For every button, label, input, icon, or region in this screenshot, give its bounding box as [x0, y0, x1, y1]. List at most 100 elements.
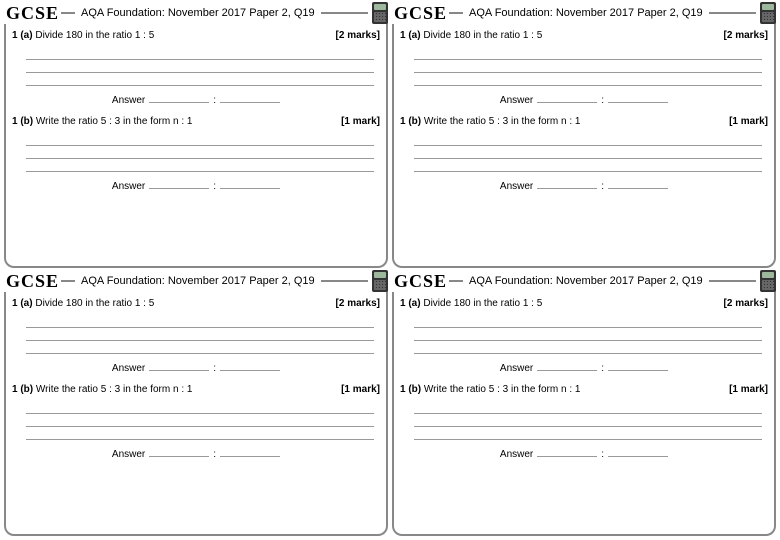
- answer-blank: [220, 446, 280, 457]
- marks-label: [1 mark]: [729, 116, 768, 127]
- answer-blank: [149, 446, 209, 457]
- work-line: [414, 427, 762, 440]
- ratio-separator: :: [213, 449, 216, 460]
- question-row: 1 (a) Divide 180 in the ratio 1 : 5 [2 m…: [400, 298, 768, 309]
- gcse-badge: GCSE: [4, 3, 61, 24]
- paper-title: AQA Foundation: November 2017 Paper 2, Q…: [75, 7, 321, 19]
- work-line: [26, 328, 374, 341]
- answer-label: Answer: [112, 449, 145, 460]
- answer-blank: [220, 92, 280, 103]
- answer-blank: [537, 360, 597, 371]
- answer-blank: [149, 92, 209, 103]
- question-row: 1 (b) Write the ratio 5 : 3 in the form …: [400, 116, 768, 127]
- header-rule: [449, 12, 463, 14]
- question-label: 1 (a) Divide 180 in the ratio 1 : 5: [400, 30, 542, 41]
- header-rule: [709, 280, 756, 282]
- card-header: GCSE AQA Foundation: November 2017 Paper…: [4, 2, 388, 24]
- answer-blank: [608, 92, 668, 103]
- question-label: 1 (b) Write the ratio 5 : 3 in the form …: [400, 384, 580, 395]
- work-line: [414, 133, 762, 146]
- marks-label: [2 marks]: [724, 298, 768, 309]
- answer-blank: [608, 446, 668, 457]
- card-header: GCSE AQA Foundation: November 2017 Paper…: [392, 2, 776, 24]
- gcse-badge: GCSE: [392, 3, 449, 24]
- work-line: [414, 341, 762, 354]
- work-lines: [26, 47, 374, 86]
- work-line: [414, 47, 762, 60]
- header-rule: [321, 280, 368, 282]
- work-line: [414, 73, 762, 86]
- question-row: 1 (a) Divide 180 in the ratio 1 : 5 [2 m…: [12, 298, 380, 309]
- answer-row: Answer :: [12, 360, 380, 374]
- work-line: [26, 414, 374, 427]
- marks-label: [1 mark]: [341, 116, 380, 127]
- answer-row: Answer :: [12, 92, 380, 106]
- header-rule: [61, 280, 75, 282]
- worksheet-card: GCSE AQA Foundation: November 2017 Paper…: [4, 4, 388, 268]
- question-label: 1 (a) Divide 180 in the ratio 1 : 5: [12, 30, 154, 41]
- work-line: [26, 341, 374, 354]
- work-line: [26, 133, 374, 146]
- calculator-icon: [372, 2, 388, 24]
- card-header: GCSE AQA Foundation: November 2017 Paper…: [4, 270, 388, 292]
- paper-title: AQA Foundation: November 2017 Paper 2, Q…: [75, 275, 321, 287]
- work-lines: [26, 315, 374, 354]
- paper-title: AQA Foundation: November 2017 Paper 2, Q…: [463, 275, 709, 287]
- work-lines: [414, 47, 762, 86]
- marks-label: [2 marks]: [336, 30, 380, 41]
- header-rule: [709, 12, 756, 14]
- work-lines: [414, 401, 762, 440]
- answer-label: Answer: [112, 363, 145, 374]
- work-line: [26, 47, 374, 60]
- work-line: [26, 60, 374, 73]
- answer-blank: [608, 360, 668, 371]
- answer-blank: [220, 178, 280, 189]
- question-label: 1 (b) Write the ratio 5 : 3 in the form …: [12, 116, 192, 127]
- work-line: [414, 401, 762, 414]
- answer-label: Answer: [500, 181, 533, 192]
- gcse-badge: GCSE: [4, 271, 61, 292]
- answer-label: Answer: [500, 363, 533, 374]
- question-label: 1 (a) Divide 180 in the ratio 1 : 5: [12, 298, 154, 309]
- answer-row: Answer :: [12, 178, 380, 192]
- answer-row: Answer :: [12, 446, 380, 460]
- marks-label: [1 mark]: [341, 384, 380, 395]
- header-rule: [321, 12, 368, 14]
- marks-label: [2 marks]: [724, 30, 768, 41]
- answer-label: Answer: [500, 95, 533, 106]
- ratio-separator: :: [601, 95, 604, 106]
- work-line: [26, 73, 374, 86]
- question-row: 1 (b) Write the ratio 5 : 3 in the form …: [400, 384, 768, 395]
- ratio-separator: :: [601, 449, 604, 460]
- answer-blank: [537, 92, 597, 103]
- answer-blank: [149, 178, 209, 189]
- question-row: 1 (b) Write the ratio 5 : 3 in the form …: [12, 384, 380, 395]
- work-line: [414, 60, 762, 73]
- answer-blank: [537, 178, 597, 189]
- work-line: [414, 414, 762, 427]
- marks-label: [1 mark]: [729, 384, 768, 395]
- work-lines: [26, 133, 374, 172]
- answer-blank: [220, 360, 280, 371]
- work-lines: [414, 133, 762, 172]
- paper-title: AQA Foundation: November 2017 Paper 2, Q…: [463, 7, 709, 19]
- work-line: [26, 315, 374, 328]
- work-lines: [414, 315, 762, 354]
- answer-blank: [608, 178, 668, 189]
- answer-label: Answer: [500, 449, 533, 460]
- work-line: [26, 401, 374, 414]
- question-row: 1 (a) Divide 180 in the ratio 1 : 5 [2 m…: [400, 30, 768, 41]
- answer-label: Answer: [112, 95, 145, 106]
- ratio-separator: :: [213, 95, 216, 106]
- work-lines: [26, 401, 374, 440]
- answer-blank: [149, 360, 209, 371]
- calculator-icon: [372, 270, 388, 292]
- answer-row: Answer :: [400, 92, 768, 106]
- answer-row: Answer :: [400, 360, 768, 374]
- worksheet-card: GCSE AQA Foundation: November 2017 Paper…: [4, 272, 388, 536]
- ratio-separator: :: [601, 181, 604, 192]
- question-row: 1 (a) Divide 180 in the ratio 1 : 5 [2 m…: [12, 30, 380, 41]
- work-line: [414, 328, 762, 341]
- marks-label: [2 marks]: [336, 298, 380, 309]
- answer-blank: [537, 446, 597, 457]
